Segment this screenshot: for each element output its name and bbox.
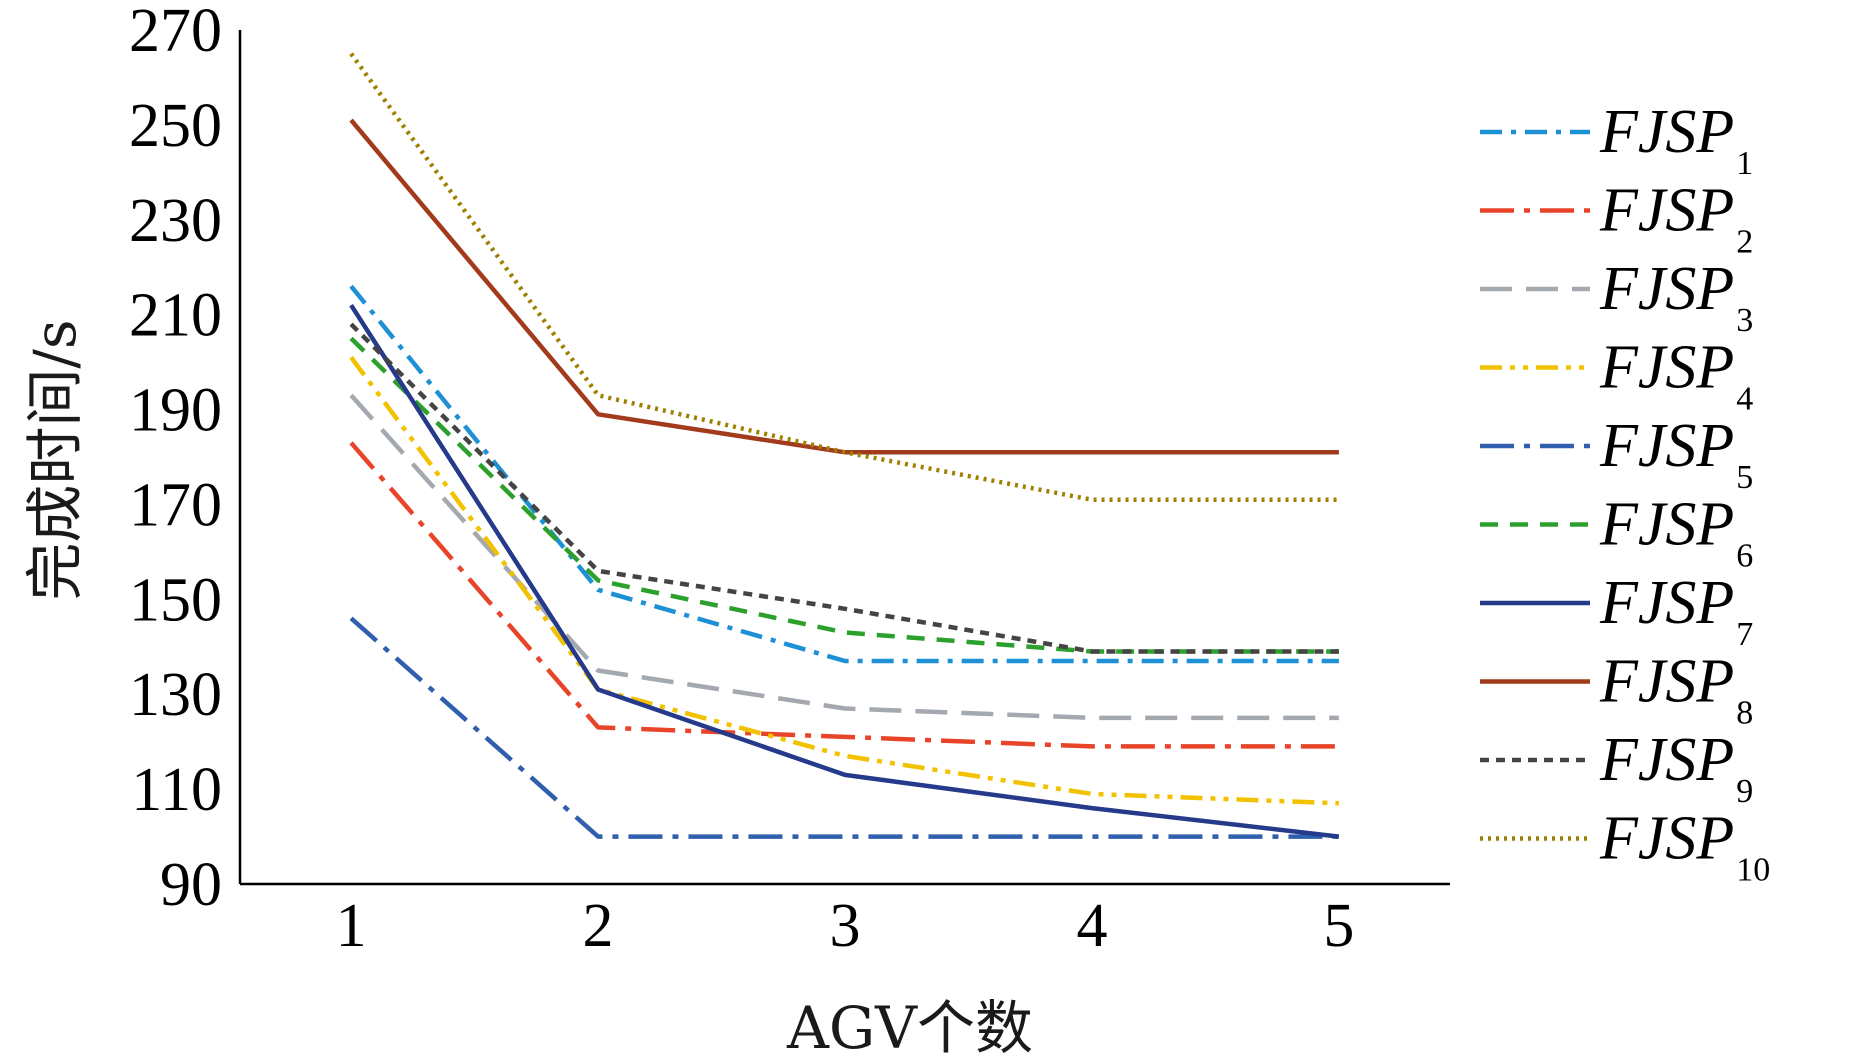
y-tick-label: 130	[129, 661, 222, 729]
series-line-fjsp-6	[349, 336, 1339, 654]
legend-label-fjsp-2: FJSP2	[1599, 177, 1753, 261]
x-tick-label: 4	[1076, 892, 1107, 960]
legend-series-subscript: 4	[1736, 381, 1753, 418]
legend-series-name: FJSP	[1599, 177, 1734, 245]
legend-label-fjsp-3: FJSP3	[1599, 255, 1753, 339]
legend-series-name: FJSP	[1599, 569, 1734, 637]
series-line-fjsp-8	[349, 118, 1339, 455]
series-line-fjsp-2	[349, 441, 1339, 749]
legend-label-fjsp-4: FJSP4	[1599, 334, 1753, 418]
legend-series-name: FJSP	[1599, 98, 1734, 166]
y-tick-labels: 90 110 130 150 170 190 210 230 250 270	[129, 0, 222, 919]
x-axis-title: AGV个数	[786, 994, 1033, 1062]
legend-series-name: FJSP	[1599, 334, 1734, 402]
x-tick-label: 1	[336, 892, 367, 960]
legend-series-subscript: 2	[1736, 224, 1753, 261]
legend-label-fjsp-9: FJSP9	[1599, 726, 1753, 810]
legend-label-fjsp-7: FJSP7	[1599, 569, 1753, 653]
legend-series-name: FJSP	[1599, 648, 1734, 716]
legend-label-fjsp-10: FJSP10	[1599, 805, 1770, 889]
series-line-fjsp-7	[349, 303, 1340, 839]
legend: FJSP1FJSP2FJSP3FJSP4FJSP5FJSP6FJSP7FJSP8…	[1480, 98, 1770, 889]
series-line-fjsp-9	[349, 322, 1339, 654]
y-tick-label: 170	[129, 471, 222, 539]
legend-series-subscript: 9	[1736, 773, 1753, 810]
legend-series-name: FJSP	[1599, 805, 1734, 873]
legend-series-subscript: 10	[1736, 852, 1770, 889]
axes	[238, 30, 1450, 886]
y-tick-label: 190	[129, 377, 222, 445]
legend-label-fjsp-6: FJSP6	[1599, 491, 1753, 575]
y-tick-label: 250	[129, 92, 222, 160]
legend-series-subscript: 3	[1736, 302, 1753, 339]
legend-series-subscript: 6	[1736, 538, 1753, 575]
legend-label-fjsp-1: FJSP1	[1599, 98, 1753, 182]
legend-series-subscript: 8	[1736, 695, 1753, 732]
y-tick-label: 210	[129, 282, 222, 350]
legend-series-name: FJSP	[1599, 726, 1734, 794]
plot-lines	[349, 52, 1340, 839]
x-tick-labels: 1 2 3 4 5	[336, 892, 1355, 960]
legend-series-subscript: 1	[1736, 145, 1753, 182]
legend-series-name: FJSP	[1599, 491, 1734, 559]
y-tick-label: 110	[131, 756, 222, 824]
legend-label-fjsp-8: FJSP8	[1599, 648, 1753, 732]
x-tick-label: 2	[583, 892, 614, 960]
x-tick-label: 5	[1323, 892, 1354, 960]
y-tick-label: 270	[129, 0, 222, 65]
series-line-fjsp-10	[349, 52, 1339, 502]
series-line-fjsp-5	[349, 616, 1339, 839]
series-line-fjsp-3	[349, 393, 1339, 721]
legend-series-name: FJSP	[1599, 255, 1734, 323]
legend-series-subscript: 5	[1736, 459, 1753, 496]
legend-series-name: FJSP	[1599, 412, 1734, 480]
y-tick-label: 90	[160, 851, 222, 919]
legend-series-subscript: 7	[1736, 616, 1753, 653]
y-axis-title: 完成时间/s	[21, 319, 89, 600]
x-tick-label: 3	[830, 892, 861, 960]
y-tick-label: 230	[129, 187, 222, 255]
legend-label-fjsp-5: FJSP5	[1599, 412, 1753, 496]
y-tick-label: 150	[129, 566, 222, 634]
